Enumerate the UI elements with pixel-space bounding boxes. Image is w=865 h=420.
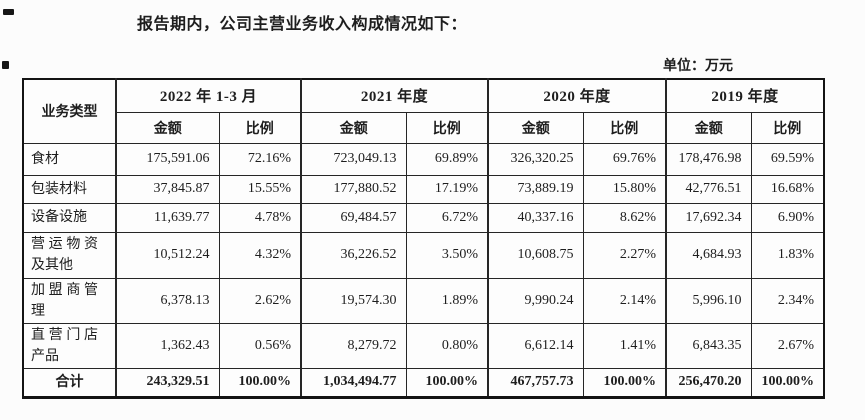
amount-cell: 6,378.13 xyxy=(115,277,220,324)
revenue-composition-table: 业务类型 2022 年 1-3 月 2021 年度 2020 年度 2019 年… xyxy=(22,78,826,399)
amount-cell: 37,845.87 xyxy=(115,174,220,204)
ratio-cell: 2.14% xyxy=(582,277,667,324)
table-total-row: 合计 243,329.51 100.00% 1,034,494.77 100.00% 46… xyxy=(22,367,825,398)
ratio-cell: 100.00% xyxy=(405,367,489,398)
amount-cell: 1,362.43 xyxy=(115,322,220,369)
amount-cell: 178,476.98 xyxy=(665,142,752,176)
column-header-amount: 金额 xyxy=(487,111,584,144)
column-header-2020: 2020 年度 xyxy=(487,78,667,113)
column-header-2022: 2022 年 1-3 月 xyxy=(115,78,302,113)
ratio-cell: 6.90% xyxy=(750,202,825,233)
amount-cell: 73,889.19 xyxy=(487,174,584,204)
row-label: 合计 xyxy=(22,367,117,398)
ratio-cell: 17.19% xyxy=(405,174,489,204)
row-label: 设备设施 xyxy=(22,202,117,233)
ratio-cell: 1.89% xyxy=(405,277,489,324)
amount-cell: 11,639.77 xyxy=(115,202,220,233)
amount-cell: 10,608.75 xyxy=(487,231,584,279)
amount-cell: 326,320.25 xyxy=(487,142,584,176)
ratio-cell: 4.78% xyxy=(218,202,302,233)
row-label: 包装材料 xyxy=(22,174,117,204)
ratio-cell: 8.62% xyxy=(582,202,667,233)
amount-cell: 10,512.24 xyxy=(115,231,220,279)
scan-artifact xyxy=(2,61,9,69)
table-row: 设备设施 11,639.77 4.78% 69,484.57 6.72% 40,337.1… xyxy=(22,202,825,233)
column-header-2019: 2019 年度 xyxy=(665,78,825,113)
ratio-cell: 3.50% xyxy=(405,231,489,279)
ratio-cell: 1.41% xyxy=(582,322,667,369)
amount-cell: 42,776.51 xyxy=(665,174,752,204)
column-header-ratio: 比例 xyxy=(750,111,825,144)
amount-cell: 256,470.20 xyxy=(665,367,752,398)
amount-cell: 40,337.16 xyxy=(487,202,584,233)
table-row: 直营门店产品 1,362.43 0.56% 8,279.72 0.80% 6,612.14… xyxy=(22,322,825,369)
amount-cell: 5,996.10 xyxy=(665,277,752,324)
ratio-cell: 15.55% xyxy=(218,174,302,204)
amount-cell: 723,049.13 xyxy=(300,142,407,176)
table-header-period-row: 业务类型 2022 年 1-3 月 2021 年度 2020 年度 2019 年… xyxy=(22,78,825,144)
ratio-cell: 100.00% xyxy=(750,367,825,398)
ratio-cell: 69.76% xyxy=(582,142,667,176)
scan-artifact xyxy=(3,9,14,15)
column-header-business-type: 业务类型 xyxy=(22,78,117,144)
table-row: 包装材料 37,845.87 15.55% 177,880.52 17.19% 73,88… xyxy=(22,174,825,204)
table-header: 业务类型 2022 年 1-3 月 2021 年度 2020 年度 2019 年… xyxy=(22,78,825,144)
table-row: 加盟商管理 6,378.13 2.62% 19,574.30 1.89% 9,990.24… xyxy=(22,277,825,324)
row-label: 食材 xyxy=(22,142,117,176)
ratio-cell: 69.89% xyxy=(405,142,489,176)
amount-cell: 467,757.73 xyxy=(487,367,584,398)
ratio-cell: 4.32% xyxy=(218,231,302,279)
row-label: 营运物资及其他 xyxy=(22,231,117,279)
ratio-cell: 100.00% xyxy=(582,367,667,398)
ratio-cell: 2.27% xyxy=(582,231,667,279)
row-label: 加盟商管理 xyxy=(22,277,117,324)
ratio-cell: 69.59% xyxy=(750,142,825,176)
amount-cell: 6,843.35 xyxy=(665,322,752,369)
column-header-ratio: 比例 xyxy=(405,111,489,144)
column-header-ratio: 比例 xyxy=(218,111,302,144)
column-header-amount: 金额 xyxy=(665,111,752,144)
column-header-amount: 金额 xyxy=(115,111,220,144)
table-row: 食材 175,591.06 72.16% 723,049.13 69.89% 326,32… xyxy=(22,142,825,176)
amount-cell: 36,226.52 xyxy=(300,231,407,279)
row-label: 直营门店产品 xyxy=(22,322,117,369)
column-header-amount: 金额 xyxy=(300,111,407,144)
table-row: 营运物资及其他 10,512.24 4.32% 36,226.52 3.50% 10,60… xyxy=(22,231,825,279)
ratio-cell: 2.67% xyxy=(750,322,825,369)
ratio-cell: 2.62% xyxy=(218,277,302,324)
ratio-cell: 100.00% xyxy=(218,367,302,398)
amount-cell: 19,574.30 xyxy=(300,277,407,324)
ratio-cell: 15.80% xyxy=(582,174,667,204)
ratio-cell: 2.34% xyxy=(750,277,825,324)
amount-cell: 17,692.34 xyxy=(665,202,752,233)
ratio-cell: 72.16% xyxy=(218,142,302,176)
amount-cell: 175,591.06 xyxy=(115,142,220,176)
amount-cell: 243,329.51 xyxy=(115,367,220,398)
ratio-cell: 6.72% xyxy=(405,202,489,233)
column-header-ratio: 比例 xyxy=(582,111,667,144)
amount-cell: 177,880.52 xyxy=(300,174,407,204)
ratio-cell: 0.80% xyxy=(405,322,489,369)
amount-cell: 6,612.14 xyxy=(487,322,584,369)
column-header-2021: 2021 年度 xyxy=(299,78,489,113)
amount-cell: 4,684.93 xyxy=(665,231,752,279)
amount-cell: 8,279.72 xyxy=(300,322,407,369)
page-title: 报告期内，公司主营业务收入构成情况如下： xyxy=(137,16,468,33)
unit-label: 单位：万元 xyxy=(663,59,733,74)
ratio-cell: 16.68% xyxy=(750,174,825,204)
amount-cell: 9,990.24 xyxy=(487,277,584,324)
amount-cell: 1,034,494.77 xyxy=(300,367,407,398)
table-body: 食材 175,591.06 72.16% 723,049.13 69.89% 326,32… xyxy=(22,142,825,398)
ratio-cell: 1.83% xyxy=(750,231,825,279)
amount-cell: 69,484.57 xyxy=(300,202,407,233)
ratio-cell: 0.56% xyxy=(218,322,302,369)
table-header-sub-row: 金额 比例 金额 比例 金额 比例 金额 比例 xyxy=(23,111,825,144)
